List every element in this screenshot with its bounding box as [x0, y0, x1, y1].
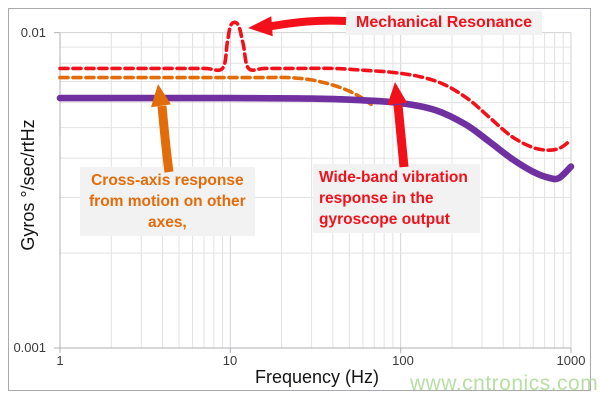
annotation-line: Cross-axis response — [91, 172, 244, 189]
x-axis-title: Frequency (Hz) — [254, 367, 380, 387]
watermark: www.cntronics.com — [410, 372, 599, 395]
arrow-shaft — [157, 105, 174, 173]
x-tick-label: 10 — [222, 353, 238, 368]
chart-frame — [8, 8, 591, 391]
arrow-head — [248, 16, 273, 37]
mechanical-resonance-arrow — [248, 16, 347, 37]
annotation-line: response in the — [319, 190, 434, 207]
series-gyroscope-output-noise-floor — [56, 94, 575, 183]
wideband-vibration-arrow — [387, 82, 409, 168]
arrow-head — [151, 84, 171, 108]
arrow-head — [387, 82, 408, 105]
annotation-line: axes, — [147, 214, 187, 231]
annotation-cross-axis-response: Cross-axis response from motion on other… — [80, 167, 255, 236]
x-tick-label: 1000 — [556, 353, 586, 368]
annotation-line: Wide-band vibration — [319, 169, 468, 186]
annotation-line: from motion on other — [89, 193, 246, 210]
annotation-wideband-vibration: Wide-band vibration response in the gyro… — [313, 164, 480, 233]
y-tick-label: 0.01 — [20, 25, 46, 40]
arrow-shaft — [393, 104, 409, 168]
series-wide-band-vibration-response-in-the-gyroscope-output — [58, 20, 573, 152]
x-tick-label: 100 — [392, 353, 414, 368]
arrow-shaft — [270, 16, 347, 31]
annotation-mechanical-resonance: Mechanical Resonance — [346, 11, 543, 35]
y-tick-label: 0.001 — [13, 340, 46, 355]
x-tick-label: 1 — [56, 353, 64, 368]
annotation-line: gyroscope output — [319, 211, 450, 228]
cross-axis-arrow — [151, 84, 174, 173]
